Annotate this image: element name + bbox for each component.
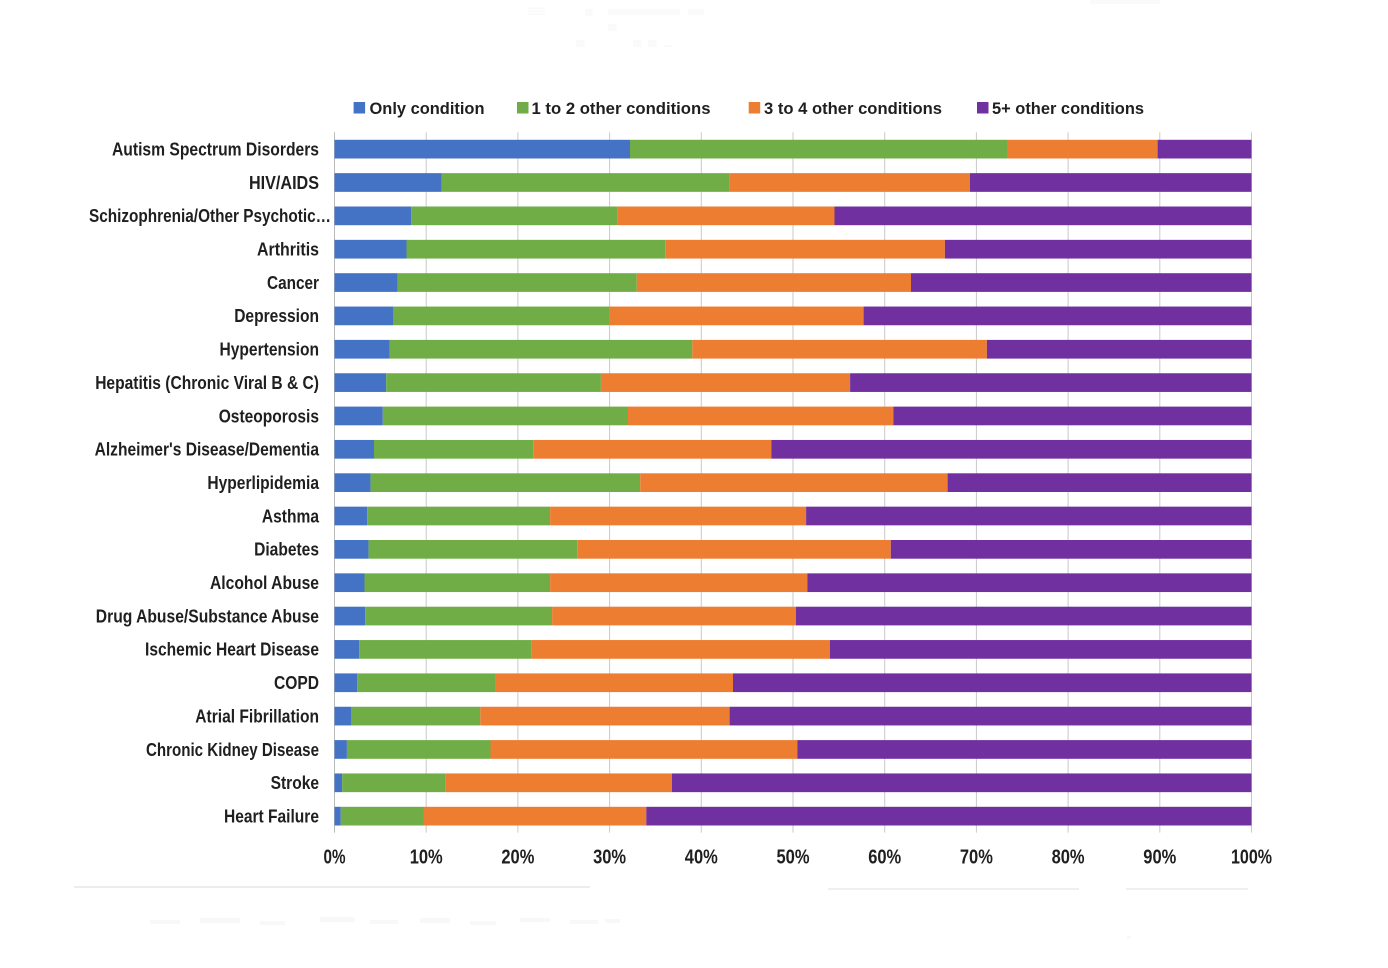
- svg-text:Autism Spectrum Disorders: Autism Spectrum Disorders: [112, 139, 319, 159]
- svg-text:HIV/AIDS: HIV/AIDS: [249, 173, 319, 193]
- svg-text:Hypertension: Hypertension: [220, 340, 320, 360]
- svg-text:Drug Abuse/Substance Abuse: Drug Abuse/Substance Abuse: [96, 606, 319, 626]
- svg-text:40%: 40%: [685, 847, 718, 869]
- svg-text:Cancer: Cancer: [267, 273, 319, 293]
- svg-text:60%: 60%: [868, 847, 901, 869]
- svg-text:Alzheimer's Disease/Dementia: Alzheimer's Disease/Dementia: [95, 440, 320, 460]
- svg-text:1 to 2 other conditions: 1 to 2 other conditions: [532, 99, 711, 118]
- svg-text:Arthritis: Arthritis: [257, 240, 319, 260]
- svg-text:Alcohol Abuse: Alcohol Abuse: [210, 573, 319, 593]
- svg-text:100%: 100%: [1231, 847, 1272, 869]
- svg-text:Diabetes: Diabetes: [254, 540, 319, 560]
- svg-text:50%: 50%: [777, 847, 810, 869]
- svg-text:Asthma: Asthma: [262, 506, 320, 526]
- svg-text:Heart Failure: Heart Failure: [224, 806, 319, 826]
- svg-text:90%: 90%: [1143, 847, 1176, 869]
- svg-text:0%: 0%: [324, 847, 346, 869]
- svg-text:10%: 10%: [410, 847, 443, 869]
- svg-text:Atrial Fibrillation: Atrial Fibrillation: [195, 706, 319, 726]
- svg-text:Hyperlipidemia: Hyperlipidemia: [207, 473, 319, 493]
- svg-text:Ischemic Heart Disease: Ischemic Heart Disease: [145, 640, 319, 660]
- svg-text:3 to 4 other conditions: 3 to 4 other conditions: [764, 99, 942, 118]
- svg-text:Hepatitis (Chronic Viral B & C: Hepatitis (Chronic Viral B & C): [95, 373, 319, 393]
- svg-text:Stroke: Stroke: [271, 773, 319, 793]
- svg-text:70%: 70%: [960, 847, 993, 869]
- svg-text:80%: 80%: [1052, 847, 1085, 869]
- svg-text:COPD: COPD: [274, 673, 319, 693]
- svg-text:20%: 20%: [501, 847, 534, 869]
- svg-text:Osteoporosis: Osteoporosis: [219, 406, 319, 426]
- svg-text:Depression: Depression: [234, 306, 319, 326]
- svg-text:30%: 30%: [593, 847, 626, 869]
- svg-text:Schizophrenia/Other Psychotic…: Schizophrenia/Other Psychotic…: [89, 206, 331, 226]
- svg-text:Chronic Kidney Disease: Chronic Kidney Disease: [146, 740, 319, 760]
- svg-text:Only condition: Only condition: [370, 99, 485, 118]
- svg-text:5+ other conditions: 5+ other conditions: [992, 99, 1144, 118]
